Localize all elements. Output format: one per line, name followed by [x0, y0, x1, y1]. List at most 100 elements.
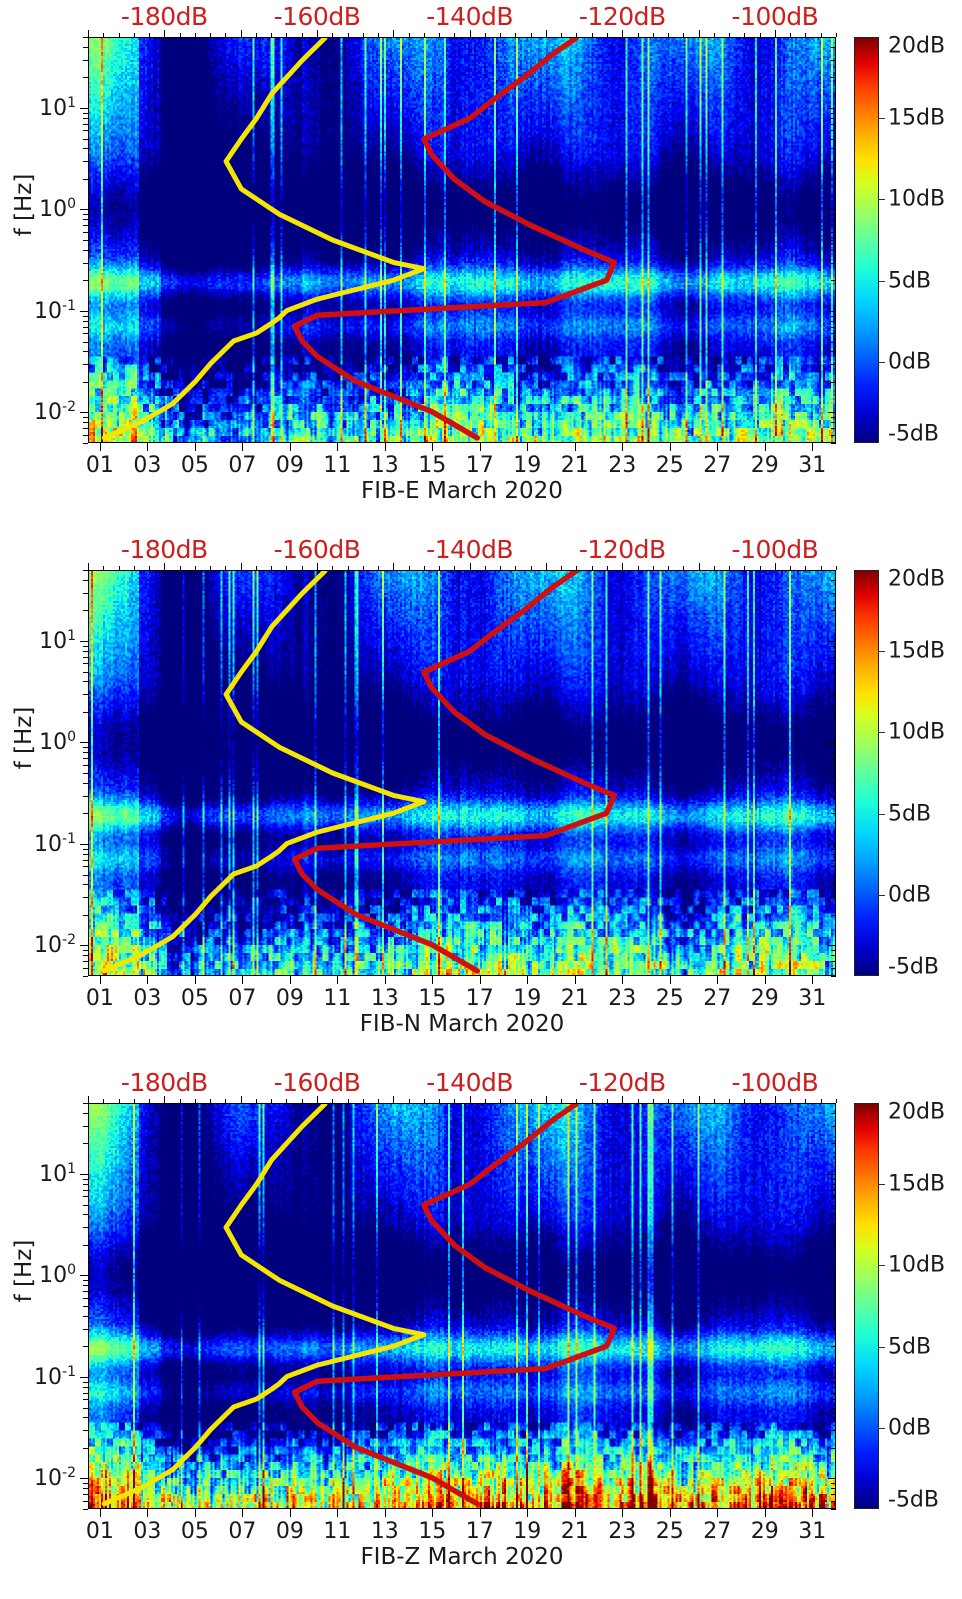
top-axis-tick [652, 1099, 654, 1103]
top-axis-tick [484, 33, 486, 37]
day-axis-tick [622, 976, 624, 984]
frequency-tick [831, 758, 836, 760]
colorbar-label: 0dB [888, 1415, 932, 1441]
day-axis-tick [384, 976, 386, 984]
frequency-tick [83, 1196, 88, 1198]
day-axis-label: 23 [608, 986, 637, 1011]
frequency-tick [831, 46, 836, 48]
colorbar-tick [879, 894, 885, 896]
frequency-tick [83, 848, 88, 850]
frequency-tick [831, 320, 836, 322]
top-axis-tick [316, 563, 318, 570]
top-axis-tick [729, 1099, 731, 1103]
top-axis-tick [469, 1096, 471, 1103]
frequency-tick [83, 570, 88, 571]
frequency-axis-label: 10-1 [34, 830, 76, 858]
frequency-axis-label: 100 [39, 1262, 76, 1289]
day-axis-label: 01 [85, 986, 114, 1011]
frequency-tick [831, 1392, 836, 1394]
frequency-tick [83, 1204, 88, 1206]
day-axis-tick [527, 1509, 529, 1517]
frequency-tick [831, 37, 836, 38]
day-axis-label: 19 [513, 453, 542, 478]
frequency-tick [83, 681, 88, 683]
frequency-tick [80, 1376, 88, 1378]
top-axis-tick [729, 33, 731, 37]
top-axis-tick [301, 1099, 303, 1103]
top-axis-tick [607, 1099, 609, 1103]
day-axis-tick [337, 443, 339, 451]
top-axis-label: -100dB [731, 1068, 819, 1097]
colorbar-label: 10dB [888, 186, 946, 212]
top-axis-label: -120dB [578, 1068, 666, 1097]
frequency-tick [83, 711, 88, 713]
day-axis-label: 09 [275, 1519, 304, 1544]
day-axis-label: 21 [560, 986, 589, 1011]
frequency-tick [83, 650, 88, 652]
frequency-tick [83, 795, 88, 797]
day-axis-tick [669, 1509, 671, 1517]
frequency-tick [83, 1112, 88, 1114]
frequency-tick [831, 1297, 836, 1299]
frequency-tick [80, 742, 88, 744]
day-axis-label: 17 [465, 986, 494, 1011]
colorbar-tick [879, 813, 885, 815]
frequency-axis-label: 10-2 [34, 399, 76, 426]
day-axis-label: 25 [655, 986, 684, 1011]
frequency-tick [828, 1478, 836, 1480]
top-axis-tick [836, 1099, 837, 1103]
frequency-tick [828, 107, 836, 109]
day-axis-label: 05 [180, 986, 209, 1011]
day-axis-tick [432, 976, 434, 984]
top-axis-tick [316, 1096, 318, 1103]
frequency-tick [83, 671, 88, 673]
plot-area-fib-n [88, 570, 836, 976]
frequency-tick [831, 333, 836, 335]
frequency-tick [831, 955, 836, 957]
frequency-axis-label: 101 [39, 627, 76, 655]
frequency-tick [831, 681, 836, 683]
day-axis-tick [99, 1509, 101, 1517]
colorbar-label: 15dB [888, 1171, 946, 1197]
frequency-tick [83, 1297, 88, 1299]
frequency-tick [83, 262, 88, 264]
day-axis-label: 19 [513, 986, 542, 1011]
day-axis-tick [242, 443, 244, 451]
frequency-tick [80, 1173, 88, 1175]
colorbar-tick [879, 1346, 885, 1348]
top-axis-tick [683, 566, 685, 570]
frequency-tick [80, 843, 88, 845]
top-axis-tick [454, 566, 456, 570]
frequency-tick [83, 428, 88, 430]
day-axis-label: 25 [655, 1519, 684, 1544]
top-axis-tick [790, 566, 792, 570]
day-axis-tick [242, 1509, 244, 1517]
frequency-tick [831, 1227, 836, 1229]
top-axis-tick [378, 566, 380, 570]
frequency-axis-label: 10-2 [34, 932, 76, 959]
frequency-tick [80, 209, 88, 211]
top-axis-tick [454, 33, 456, 37]
frequency-tick [83, 37, 88, 38]
day-axis-label: 07 [228, 986, 257, 1011]
day-axis-tick [717, 976, 719, 984]
frequency-tick [831, 813, 836, 815]
top-axis-tick [88, 1096, 89, 1103]
day-axis-label: 09 [275, 453, 304, 478]
frequency-tick [831, 130, 836, 132]
frequency-tick [831, 747, 836, 749]
day-axis-tick [669, 443, 671, 451]
frequency-tick [831, 961, 836, 963]
top-axis-tick [576, 33, 578, 37]
top-axis-tick [133, 33, 135, 37]
top-axis-label: -160dB [273, 535, 361, 564]
colorbar-tick [879, 732, 885, 734]
frequency-tick [831, 249, 836, 251]
frequency-tick [831, 1328, 836, 1330]
top-axis-tick [194, 566, 196, 570]
top-axis-tick [347, 566, 349, 570]
frequency-tick [828, 640, 836, 642]
top-axis-tick [561, 1099, 563, 1103]
frequency-tick [83, 1214, 88, 1216]
colorbar-tick [879, 651, 885, 653]
